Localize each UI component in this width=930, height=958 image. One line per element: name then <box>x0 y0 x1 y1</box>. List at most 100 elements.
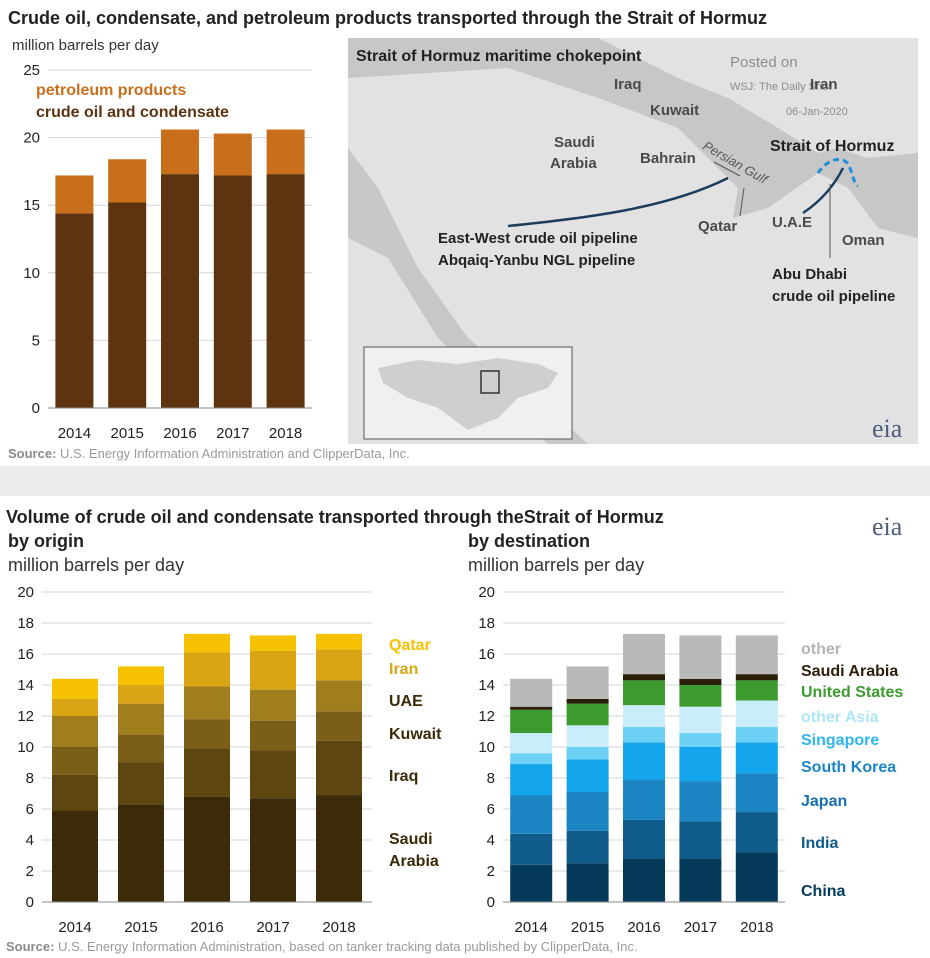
bar-iraq-2018 <box>316 740 362 796</box>
bar-qatar-2015 <box>118 666 164 685</box>
bar-kuwait-2017 <box>250 720 296 751</box>
bar-kuwait-2018 <box>316 711 362 741</box>
legend-dest-other-asia: other Asia <box>801 709 879 726</box>
watermark-source: WSJ: The Daily Shot <box>730 81 832 93</box>
bar-japan-2018 <box>735 773 778 813</box>
bar-united-states-2018 <box>735 680 778 701</box>
y-tick-label-16: 16 <box>17 646 34 663</box>
label-iraq: Iraq <box>614 76 642 93</box>
bahrain-leader-line <box>713 161 741 177</box>
legend-arabia: Arabia <box>389 853 439 870</box>
bar-crude-oil-and-condensate-2018 <box>266 174 305 408</box>
y-tick-label-6: 6 <box>487 801 495 818</box>
bar-singapore-2016 <box>623 726 665 743</box>
label-bahrain: Bahrain <box>640 150 696 167</box>
y-tick-label-0: 0 <box>487 894 495 911</box>
bar-china-2016 <box>623 858 665 902</box>
chart1-legend-petroleum-products: petroleum products <box>36 82 187 99</box>
x-tick-label-2015: 2015 <box>111 425 144 442</box>
bar-other-2017 <box>679 635 722 679</box>
y-tick-label-20: 20 <box>478 584 495 601</box>
bar-saudi-arabia-2016 <box>184 796 230 902</box>
inset-locator-box <box>480 370 500 394</box>
bar-japan-2014 <box>510 795 553 834</box>
top-panel: Crude oil, condensate, and petroleum pro… <box>0 0 930 466</box>
x-tick-label-2018: 2018 <box>269 425 302 442</box>
bar-china-2015 <box>566 863 609 902</box>
bar-india-2016 <box>623 819 665 859</box>
bar-singapore-2018 <box>735 726 778 743</box>
bar-uae-2016 <box>184 686 230 720</box>
legend-dest-saudi-arabia: Saudi Arabia <box>801 663 898 680</box>
bar-iran-2018 <box>316 649 362 681</box>
bar-crude-oil-and-condensate-2017 <box>213 175 252 408</box>
bar-kuwait-2014 <box>52 747 98 775</box>
chart2-title: by origin <box>8 531 84 551</box>
y-tick-label-18: 18 <box>478 615 495 632</box>
x-tick-label-2015: 2015 <box>124 919 157 936</box>
bar-qatar-2017 <box>250 635 296 651</box>
bottom-panel: Volume of crude oil and condensate trans… <box>0 496 930 958</box>
bar-united-states-2017 <box>679 685 722 707</box>
bar-united-states-2016 <box>623 680 665 706</box>
bar-iraq-2016 <box>184 748 230 797</box>
bar-crude-oil-and-condensate-2014 <box>55 213 94 408</box>
map-land-shapes <box>348 38 918 444</box>
y-tick-label-12: 12 <box>478 708 495 725</box>
watermark-date: 06-Jan-2020 <box>786 106 848 118</box>
x-tick-label-2018: 2018 <box>322 919 355 936</box>
label-strait-of-hormuz: Strait of Hormuz <box>770 138 895 155</box>
legend-iraq: Iraq <box>389 768 418 785</box>
bar-saudi-arabia-2016 <box>623 674 665 681</box>
world-inset-land <box>378 358 558 430</box>
bar-south-korea-2015 <box>566 759 609 792</box>
label-abu-dhabi-pipeline: crude oil pipeline <box>772 288 896 305</box>
label-arabia: Arabia <box>550 155 597 172</box>
bar-iraq-2014 <box>52 774 98 811</box>
label-east-west-pipeline: East-West crude oil pipeline <box>438 230 638 247</box>
bottom-source-text: U.S. Energy Information Administration, … <box>58 939 638 954</box>
label-kuwait: Kuwait <box>650 102 700 119</box>
qatar-leader-line <box>739 187 745 217</box>
y-tick-label-14: 14 <box>478 677 495 694</box>
bar-other-asia-2016 <box>623 705 665 727</box>
x-tick-label-2016: 2016 <box>627 919 660 936</box>
bar-south-korea-2017 <box>679 747 722 782</box>
label-saudi: Saudi <box>554 134 595 151</box>
bar-japan-2016 <box>623 779 665 820</box>
panel-separator <box>0 466 930 496</box>
strait-of-hormuz-route <box>816 157 859 188</box>
bar-singapore-2015 <box>566 747 609 760</box>
watermark-posted-on: Posted on <box>730 54 798 71</box>
bar-other-2014 <box>510 678 553 707</box>
bar-india-2014 <box>510 833 553 865</box>
bar-saudi-arabia-2014 <box>52 810 98 902</box>
y-tick-label-16: 16 <box>478 646 495 663</box>
bar-other-asia-2014 <box>510 733 553 754</box>
bar-petroleum-products-2018 <box>266 129 305 175</box>
label-uae: U.A.E <box>772 214 813 231</box>
bar-crude-oil-and-condensate-2015 <box>108 202 147 408</box>
label-oman: Oman <box>842 232 885 249</box>
x-tick-label-2015: 2015 <box>571 919 604 936</box>
bar-other-asia-2017 <box>679 706 722 734</box>
y-tick-label-25: 25 <box>23 62 40 79</box>
bar-iraq-2017 <box>250 750 296 799</box>
y-tick-label-8: 8 <box>26 770 34 787</box>
bar-uae-2015 <box>118 703 164 735</box>
bar-petroleum-products-2017 <box>213 133 252 176</box>
top-source: Source: U.S. Energy Information Administ… <box>8 446 410 461</box>
bar-qatar-2016 <box>184 633 230 653</box>
legend-dest-other: other <box>801 641 841 658</box>
y-tick-label-2: 2 <box>487 863 495 880</box>
bar-saudi-arabia-2015 <box>118 804 164 902</box>
x-tick-label-2017: 2017 <box>256 919 289 936</box>
legend-dest-singapore: Singapore <box>801 732 879 749</box>
y-tick-label-14: 14 <box>17 677 34 694</box>
east-west-pipeline <box>507 176 729 228</box>
y-tick-label-20: 20 <box>17 584 34 601</box>
bar-china-2017 <box>679 858 722 902</box>
top-source-text: U.S. Energy Information Administration a… <box>60 446 410 461</box>
y-tick-label-8: 8 <box>487 770 495 787</box>
legend-uae: UAE <box>389 693 423 710</box>
